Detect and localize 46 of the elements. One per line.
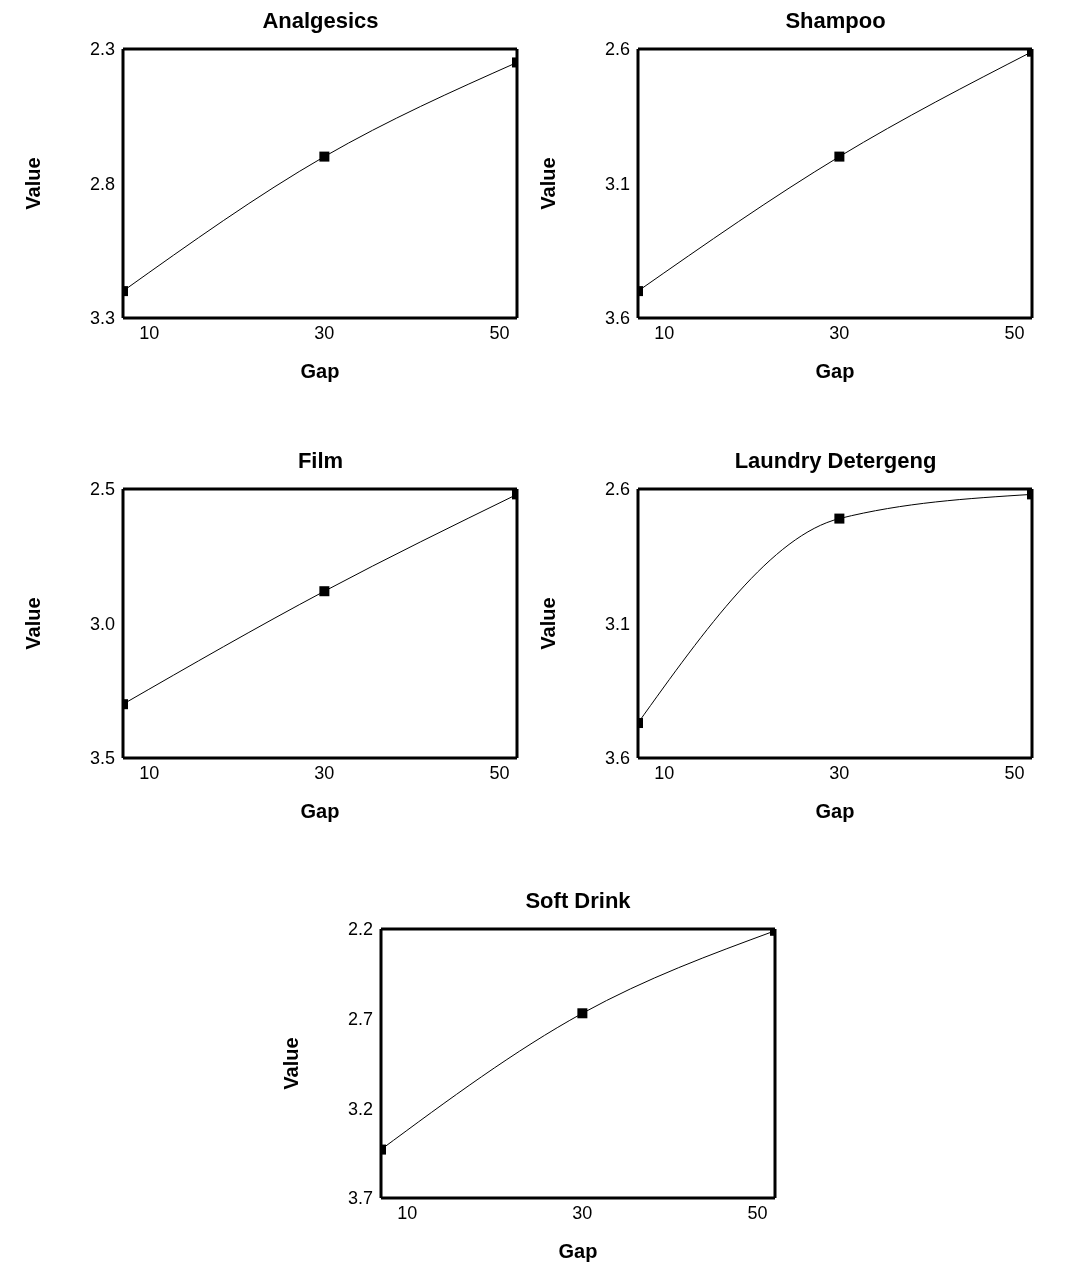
chart-title: Film xyxy=(296,448,345,475)
chart-title: Analgesics xyxy=(261,8,380,35)
x-axis-title: Gap xyxy=(300,360,340,382)
y-tick-label: 2.3 xyxy=(89,39,115,60)
y-tick-label: 3.7 xyxy=(347,1188,373,1209)
y-axis-title: Value xyxy=(279,1037,302,1090)
y-tick-label: 2.2 xyxy=(347,919,373,940)
x-tick-label: 30 xyxy=(314,322,335,343)
y-axis-title: Value xyxy=(22,597,45,650)
y-tick-label: 2.6 xyxy=(604,39,630,60)
y-tick-label: 3.6 xyxy=(604,748,630,769)
chart-title: Laundry Detergeng xyxy=(733,448,938,475)
y-tick-label: 3.1 xyxy=(604,613,630,634)
x-tick-label: 10 xyxy=(396,1202,417,1223)
x-tick-label: 50 xyxy=(746,1202,767,1223)
y-axis-title: Value xyxy=(537,157,560,210)
y-tick-label: 3.3 xyxy=(89,308,115,329)
x-tick-label: 10 xyxy=(139,322,160,343)
x-tick-label: 50 xyxy=(489,322,510,343)
y-tick-label: 3.2 xyxy=(347,1098,373,1119)
y-tick-label: 3.0 xyxy=(89,613,115,634)
x-tick-label: 30 xyxy=(314,762,335,783)
y-tick-label: 2.5 xyxy=(89,479,115,500)
chart-title: Soft Drink xyxy=(524,888,632,915)
x-tick-label: 30 xyxy=(829,762,850,783)
y-tick-label: 2.8 xyxy=(89,173,115,194)
x-axis-title: Gap xyxy=(815,360,855,382)
chart-title: Shampoo xyxy=(784,8,887,35)
x-tick-label: 50 xyxy=(1004,762,1025,783)
x-tick-label: 50 xyxy=(1004,322,1025,343)
y-tick-label: 3.5 xyxy=(89,748,115,769)
y-tick-label: 2.7 xyxy=(347,1009,373,1030)
y-tick-label: 2.6 xyxy=(604,479,630,500)
x-axis-title: Gap xyxy=(815,800,855,822)
y-axis-title: Value xyxy=(22,157,45,210)
y-tick-label: 3.1 xyxy=(604,173,630,194)
y-axis-title: Value xyxy=(537,597,560,650)
x-tick-label: 10 xyxy=(139,762,160,783)
x-tick-label: 10 xyxy=(654,762,675,783)
x-tick-label: 50 xyxy=(489,762,510,783)
x-tick-label: 10 xyxy=(654,322,675,343)
x-tick-label: 30 xyxy=(571,1202,592,1223)
y-tick-label: 3.6 xyxy=(604,308,630,329)
x-tick-label: 30 xyxy=(829,322,850,343)
x-axis-title: Gap xyxy=(300,800,340,822)
x-axis-title: Gap xyxy=(558,1240,597,1262)
